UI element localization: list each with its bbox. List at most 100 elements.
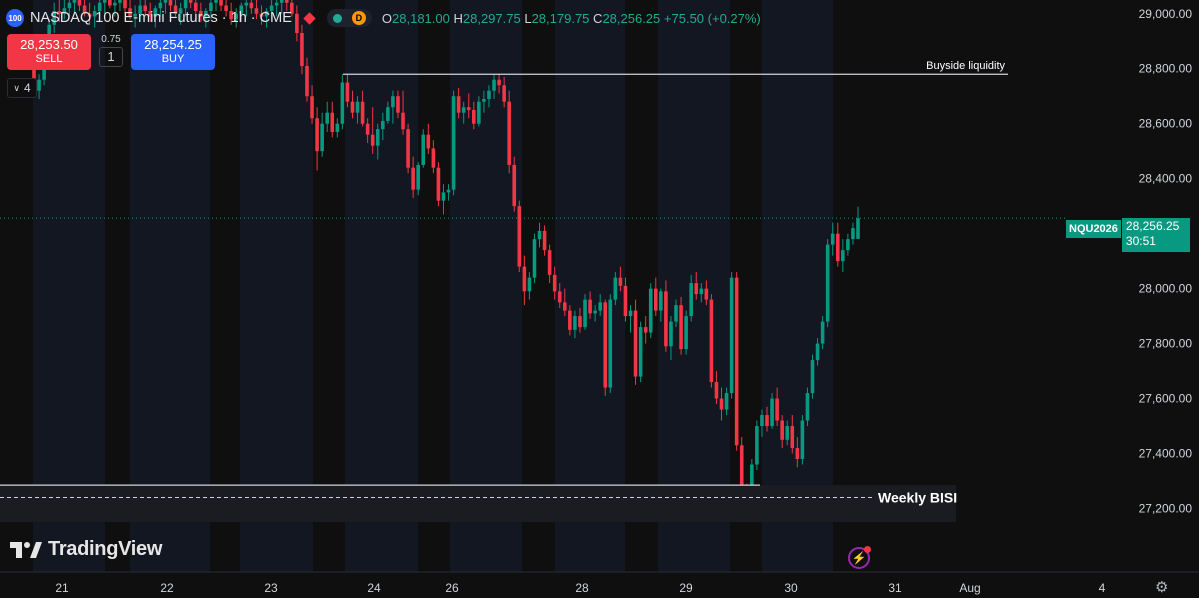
session-band	[130, 0, 210, 572]
candle-body	[199, 11, 203, 17]
candle-body	[841, 250, 845, 262]
change-value: +75.50 (+0.27%)	[663, 10, 761, 26]
candle-body	[411, 167, 415, 190]
candle-body	[320, 123, 324, 152]
price-tick-label: 27,800.00	[1139, 337, 1193, 351]
session-band	[450, 0, 522, 572]
bar-countdown: 30:51	[1125, 234, 1156, 248]
buy-price: 28,254.25	[144, 37, 202, 52]
candle-body	[669, 321, 673, 347]
quantity-field[interactable]: 1	[99, 47, 123, 67]
tradingview-mark-icon	[10, 541, 42, 558]
indicator-count: 4	[23, 81, 31, 95]
time-axis[interactable]: 21 22 23 24 26 28 29 30 31 Aug 4	[0, 571, 1199, 595]
candle-body	[375, 129, 380, 146]
candle-body	[365, 123, 370, 135]
candle-body	[497, 79, 501, 86]
close-value: 28,256.25	[602, 10, 661, 26]
candle-body	[295, 13, 299, 33]
candle-body	[643, 327, 648, 333]
candle-body	[401, 112, 405, 130]
candle-body	[315, 118, 319, 152]
candle-body	[659, 291, 663, 311]
open-label: O	[381, 10, 393, 26]
candle-body	[264, 11, 269, 17]
ohlc-values: O28,181.00 H28,297.75 L28,179.75 C28,256…	[382, 11, 761, 26]
candle-body	[37, 79, 41, 91]
candle-body	[633, 310, 638, 377]
candle-body	[552, 274, 557, 292]
candle-body	[527, 277, 532, 292]
candle-body	[310, 96, 314, 119]
candle-body	[300, 32, 304, 66]
lightning-icon[interactable]: ⚡	[848, 546, 871, 569]
time-tick-label: 22	[160, 581, 174, 595]
low-value: 28,179.75	[531, 10, 590, 26]
time-tick-label: 30	[784, 581, 798, 595]
candle-body	[290, 2, 294, 14]
candle-body	[148, 11, 153, 17]
candle-body	[699, 288, 704, 295]
candle-body	[562, 302, 567, 311]
candle-body	[219, 0, 223, 6]
candle-body	[770, 398, 774, 427]
spread-box: 0.75 1	[91, 34, 131, 67]
candle-body	[694, 283, 699, 295]
candle-body	[648, 288, 653, 333]
candle-body	[608, 299, 613, 388]
symbol-title[interactable]: NASDAQ 100 E-mini Futures · 1h · CME	[30, 10, 292, 26]
sell-button[interactable]: 28,253.50 SELL	[7, 34, 91, 70]
data-mode-badge: D	[351, 11, 366, 25]
candle-body	[406, 129, 410, 168]
candle-body	[765, 415, 769, 427]
candle-body	[456, 96, 461, 113]
time-tick-label: 23	[264, 581, 278, 595]
candle-body	[593, 310, 597, 314]
candle-body	[785, 426, 790, 440]
candle-body	[274, 2, 279, 6]
candle-body	[472, 109, 476, 124]
candle-body	[568, 310, 572, 330]
symbol-badge[interactable]: 100	[6, 9, 24, 27]
candle-body	[623, 285, 628, 317]
candle-body	[370, 134, 375, 146]
candle-body	[638, 327, 643, 377]
candle-body	[345, 82, 350, 102]
weekly-bisi-zone	[0, 485, 956, 522]
candle-body	[466, 107, 471, 110]
candle-body	[583, 299, 587, 328]
close-label: C	[593, 10, 603, 26]
candle-body	[138, 5, 142, 14]
candle-body	[517, 206, 522, 267]
spread-value: 0.75	[101, 34, 121, 45]
candle-body	[628, 310, 633, 317]
candle-body	[244, 2, 249, 6]
candle-body	[396, 96, 400, 113]
high-value: 28,297.75	[462, 10, 521, 26]
candle-body	[128, 8, 132, 17]
annotations[interactable]: Buyside liquidity Weekly BISI	[0, 60, 1008, 522]
gear-icon[interactable]: ⚙	[1155, 579, 1169, 596]
candle-body	[355, 101, 360, 113]
time-tick-label: 21	[55, 581, 69, 595]
candle-body	[143, 5, 148, 12]
tradingview-logo[interactable]: TradingView	[10, 538, 162, 561]
candle-body	[239, 5, 244, 14]
candle-body	[709, 299, 714, 383]
candles	[32, 0, 860, 514]
candle-body	[674, 305, 678, 322]
candle-body	[689, 283, 693, 317]
candle-body	[188, 0, 193, 3]
candle-body	[97, 2, 102, 12]
candle-body	[178, 8, 183, 14]
buy-button[interactable]: 28,254.25 BUY	[131, 34, 215, 70]
candle-body	[846, 239, 850, 251]
price-axis[interactable]: 29,000.00 28,800.00 28,600.00 28,400.00 28,0…	[1125, 0, 1199, 598]
indicator-toggle-button[interactable]: ∨ 4	[7, 78, 37, 98]
market-status-icon	[303, 11, 316, 25]
status-pill[interactable]: D	[326, 9, 372, 27]
candle-body	[729, 277, 734, 394]
candle-body	[77, 0, 82, 6]
candle-body	[578, 316, 582, 328]
